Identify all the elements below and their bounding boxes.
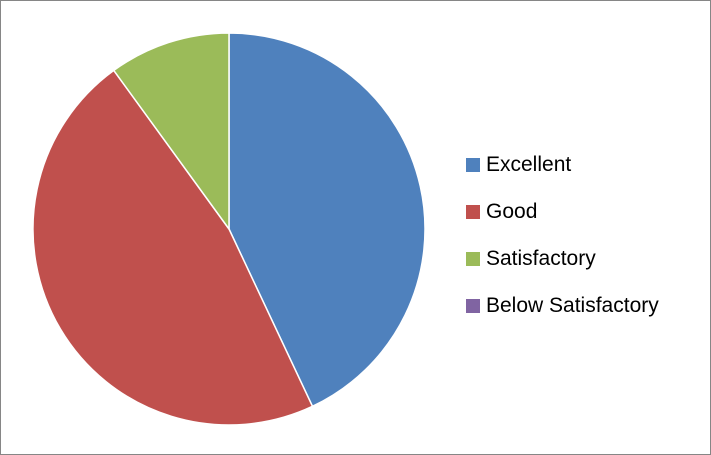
legend-label-excellent: Excellent: [486, 152, 572, 176]
legend-item-excellent: Excellent: [466, 141, 659, 188]
legend-item-satisfactory: Satisfactory: [466, 235, 659, 282]
legend-label-satisfactory: Satisfactory: [486, 246, 596, 270]
legend-swatch-satisfactory: [466, 251, 480, 266]
legend: Excellent Good Satisfactory Below Satisf…: [466, 141, 659, 329]
pie-slices: [32, 32, 426, 426]
pie-slice-satisfactory: [113, 32, 230, 230]
legend-item-below-satisfactory: Below Satisfactory: [466, 282, 659, 329]
pie-slice-excellent: [228, 32, 426, 408]
legend-swatch-good: [466, 204, 480, 219]
legend-swatch-excellent: [466, 157, 480, 172]
pie-slice-good: [32, 69, 314, 426]
legend-label-good: Good: [486, 199, 538, 223]
legend-swatch-below-satisfactory: [466, 298, 480, 313]
legend-item-good: Good: [466, 188, 659, 235]
legend-label-below-satisfactory: Below Satisfactory: [486, 293, 659, 317]
